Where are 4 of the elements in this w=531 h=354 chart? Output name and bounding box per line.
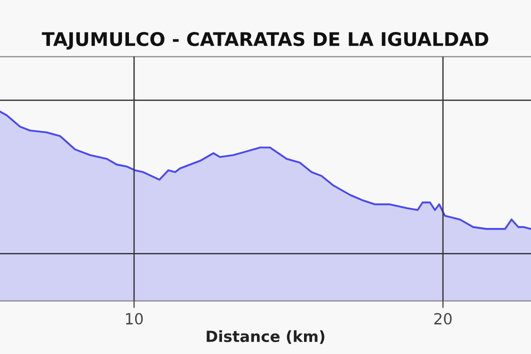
x-tick-label: 20 <box>434 312 452 325</box>
x-axis-title: Distance (km) <box>206 330 324 344</box>
chart-title: TAJUMULCO - CATARATAS DE LA IGUALDAD <box>42 32 488 50</box>
x-tick-label: 10 <box>126 312 143 325</box>
